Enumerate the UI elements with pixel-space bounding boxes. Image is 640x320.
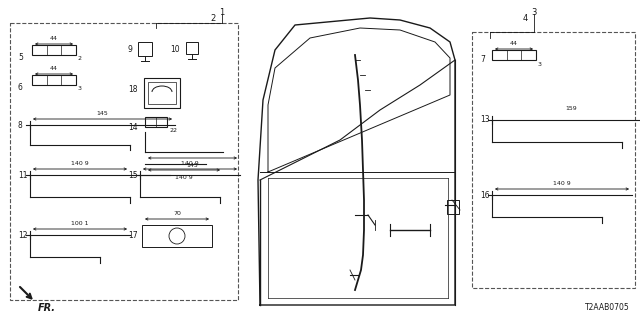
Text: 1: 1 bbox=[220, 8, 225, 17]
Text: 140 9: 140 9 bbox=[71, 161, 89, 166]
Text: 2: 2 bbox=[211, 14, 216, 23]
Text: 13: 13 bbox=[480, 116, 490, 124]
Text: 100 1: 100 1 bbox=[71, 221, 89, 226]
Bar bbox=[32, 75, 76, 85]
Text: 140 9: 140 9 bbox=[553, 181, 571, 186]
Text: 14: 14 bbox=[128, 123, 138, 132]
Bar bbox=[144, 78, 180, 108]
Text: FR.: FR. bbox=[38, 303, 56, 313]
Bar bbox=[10, 23, 238, 300]
Bar bbox=[145, 117, 167, 127]
Bar bbox=[492, 50, 536, 60]
Bar bbox=[148, 82, 176, 104]
Text: 16: 16 bbox=[480, 190, 490, 199]
Bar bbox=[138, 42, 152, 56]
Text: 7: 7 bbox=[480, 55, 485, 65]
Text: 140 9: 140 9 bbox=[181, 161, 199, 166]
Text: 140 9: 140 9 bbox=[175, 175, 193, 180]
Text: 4: 4 bbox=[522, 14, 527, 23]
Text: 3: 3 bbox=[78, 86, 82, 92]
Text: 12: 12 bbox=[18, 230, 28, 239]
Text: 3: 3 bbox=[538, 61, 542, 67]
Text: T2AAB0705: T2AAB0705 bbox=[585, 303, 630, 312]
Text: 159: 159 bbox=[566, 106, 577, 111]
Text: 17: 17 bbox=[128, 230, 138, 239]
Text: 70: 70 bbox=[173, 211, 181, 216]
Text: 8: 8 bbox=[18, 121, 23, 130]
Bar bbox=[472, 32, 635, 288]
Text: 18: 18 bbox=[128, 85, 138, 94]
Text: 145: 145 bbox=[187, 163, 198, 168]
Text: 15: 15 bbox=[128, 171, 138, 180]
Text: 3: 3 bbox=[531, 8, 537, 17]
Text: 44: 44 bbox=[50, 66, 58, 71]
Text: 44: 44 bbox=[510, 41, 518, 46]
Text: 145: 145 bbox=[97, 111, 108, 116]
Text: 10: 10 bbox=[170, 45, 180, 54]
Text: 11: 11 bbox=[18, 171, 28, 180]
Text: 44: 44 bbox=[50, 36, 58, 41]
Text: 6: 6 bbox=[18, 84, 23, 92]
Text: 9: 9 bbox=[128, 45, 133, 54]
Bar bbox=[142, 225, 212, 247]
Bar bbox=[186, 42, 198, 54]
Text: 22: 22 bbox=[169, 129, 177, 133]
Text: 2: 2 bbox=[78, 57, 82, 61]
Text: 5: 5 bbox=[18, 53, 23, 62]
Bar bbox=[447, 200, 459, 214]
Bar bbox=[32, 45, 76, 55]
